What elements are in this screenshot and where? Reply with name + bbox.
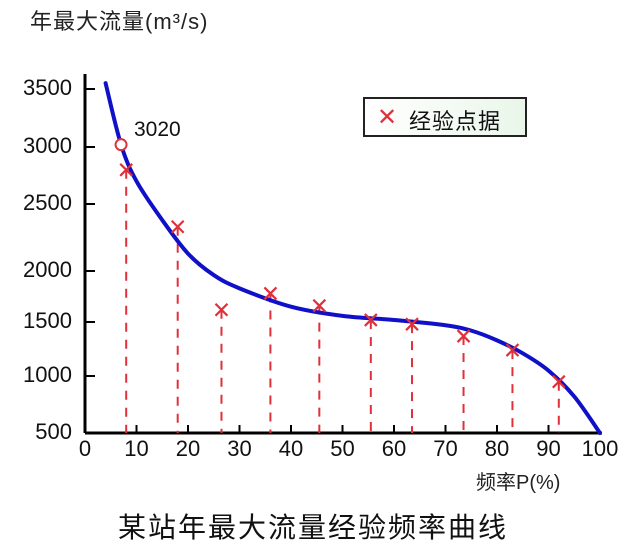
y-tick-label: 2000 bbox=[23, 257, 72, 282]
drop-lines bbox=[125, 169, 560, 433]
x-tick-label: 70 bbox=[433, 436, 458, 461]
x-tick-label: 100 bbox=[581, 436, 619, 461]
x-tick-label: 0 bbox=[78, 436, 92, 461]
legend-label: 经验点据 bbox=[409, 109, 502, 134]
empirical-points bbox=[119, 163, 566, 389]
x-tick-label: 30 bbox=[227, 436, 252, 461]
x-tick-label: 80 bbox=[484, 436, 510, 461]
y-tick-label: 2500 bbox=[23, 190, 72, 215]
x-tick-label: 60 bbox=[381, 436, 407, 461]
y-tick-label: 3000 bbox=[23, 133, 72, 158]
y-tick-label: 1500 bbox=[23, 308, 72, 333]
y-tick-label: 1000 bbox=[23, 362, 72, 387]
x-marker-icon: ✕ bbox=[377, 104, 398, 131]
chart-caption: 某站年最大流量经验频率曲线 bbox=[117, 512, 508, 543]
x-axis-title: 频率P(%) bbox=[476, 472, 561, 494]
x-tick-label: 50 bbox=[330, 436, 355, 461]
x-tick-label: 40 bbox=[278, 436, 304, 461]
y-axis-title: 年最大流量(m³/s) bbox=[30, 9, 209, 34]
annotation-label: 3020 bbox=[134, 118, 181, 141]
legend: ✕ 经验点据 bbox=[363, 97, 527, 137]
y-tick-label: 500 bbox=[35, 419, 72, 444]
x-tick-label: 90 bbox=[536, 436, 561, 461]
annotation-marker bbox=[114, 138, 128, 152]
x-tick-label: 20 bbox=[175, 436, 201, 461]
axes bbox=[83, 74, 602, 435]
y-tick-label: 3500 bbox=[23, 75, 72, 100]
x-tick-label: 10 bbox=[124, 436, 149, 461]
frequency-curve bbox=[103, 81, 602, 435]
